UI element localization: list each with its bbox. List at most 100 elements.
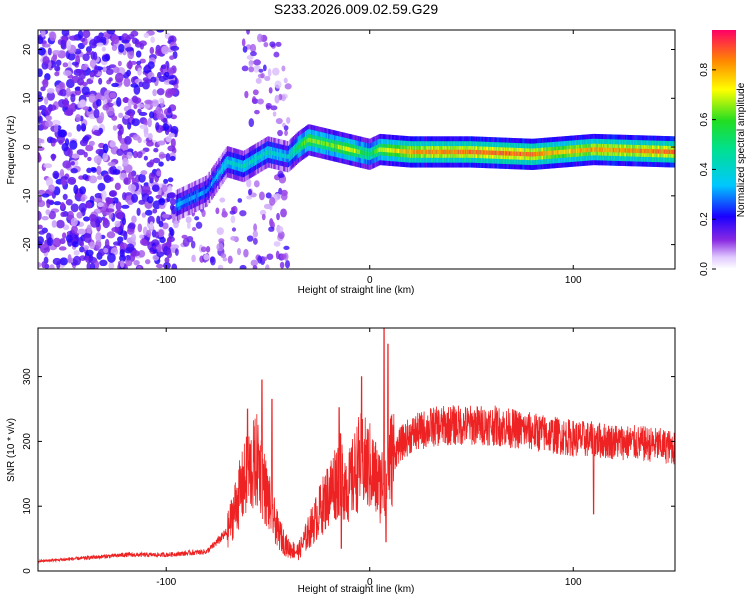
heatmap-cell [289,153,291,158]
heatmap-cell [578,148,581,153]
heatmap-cell [101,46,106,52]
heatmap-cell [484,150,487,155]
heatmap-cell [516,151,519,156]
heatmap-cell [602,147,605,152]
heatmap-cell [38,142,42,147]
heatmap-cell [101,189,107,200]
heatmap-cell [550,150,553,156]
heatmap-cell [95,232,102,242]
heatmap-cell [659,149,661,154]
heatmap-cell [489,150,492,155]
heatmap-cell [72,255,82,266]
heatmap-cell [269,217,274,227]
heatmap-cell [449,149,451,155]
heatmap-cell [327,142,329,147]
heatmap-cell [580,148,583,153]
heatmap-cell [368,152,371,157]
heatmap-cell [224,162,227,167]
heatmap-cell [126,151,133,159]
heatmap-cell [47,47,52,56]
heatmap-cell [381,147,384,152]
heatmap-cell [163,178,169,184]
heatmap-cell [114,220,121,228]
y-tick-label: 20 [22,44,33,56]
heatmap-cell [260,72,265,79]
heatmap-cell [528,152,531,157]
heatmap-cell [121,204,130,209]
heatmap-cell [534,151,537,157]
heatmap-cell [71,75,81,84]
heatmap-cell [662,149,665,154]
heatmap-cell [182,199,185,205]
heatmap-cell [65,87,71,97]
heatmap-cell [557,150,560,155]
heatmap-cell [127,184,137,192]
heatmap-cell [370,151,373,156]
heatmap-cell [424,149,427,155]
heatmap-cell [425,149,428,155]
x-tick-label: -100 [156,577,176,588]
heatmap-cell [42,56,50,65]
heatmap-cell [156,244,162,253]
heatmap-cell [52,257,62,266]
heatmap-cell [42,78,49,88]
heatmap-cell [364,151,367,156]
heatmap-cell [62,160,72,169]
heatmap-cell [60,39,67,49]
heatmap-cell [82,53,90,62]
heatmap-cell [568,149,571,154]
heatmap-cell [609,147,611,153]
heatmap-cell [458,149,461,155]
heatmap-cell [118,125,124,135]
heatmap-cell [284,83,292,90]
heatmap-cell [523,151,526,157]
heatmap-cell [535,151,538,157]
heatmap-cell [245,162,247,168]
heatmap-cell [246,55,254,60]
heatmap-cell [629,148,632,153]
heatmap-cell [369,151,372,157]
heatmap-cell [169,204,175,211]
heatmap-cell [59,257,68,266]
heatmap-cell [125,47,134,52]
heatmap-cell [67,147,73,158]
heatmap-cell [634,148,637,153]
heatmap-cell [152,89,157,97]
heatmap-cell [262,256,268,262]
heatmap-cell [318,140,321,145]
heatmap-cell [406,149,409,154]
heatmap-cell [526,151,528,157]
heatmap-cell [673,149,675,155]
heatmap-cell [246,30,250,35]
heatmap-cell [593,147,596,152]
heatmap-cell [112,125,118,131]
heatmap-cell [63,98,69,108]
spectrogram-heatmap [38,30,675,269]
heatmap-cell [329,142,332,148]
heatmap-cell [280,208,287,218]
heatmap-cell [62,193,68,201]
heatmap-cell [640,148,643,154]
heatmap-cell [272,111,277,117]
heatmap-cell [150,36,155,43]
heatmap-cell [49,31,57,42]
heatmap-cell [236,247,242,256]
heatmap-cell [324,141,327,146]
x-tick-label: 0 [367,577,373,588]
heatmap-cell [156,30,165,33]
heatmap-cell [441,149,444,155]
heatmap-cell [41,215,49,221]
heatmap-cell [661,149,664,154]
heatmap-cell [252,96,257,104]
heatmap-cell [275,151,278,157]
heatmap-cell [445,149,448,155]
heatmap-cell [642,148,644,154]
heatmap-cell [103,174,112,184]
heatmap-cell [201,209,206,218]
heatmap-cell [258,154,261,160]
heatmap-cell [294,148,296,153]
heatmap-cell [643,148,646,154]
heatmap-cell [617,148,620,153]
heatmap-cell [230,215,236,224]
heatmap-cell [146,196,154,204]
